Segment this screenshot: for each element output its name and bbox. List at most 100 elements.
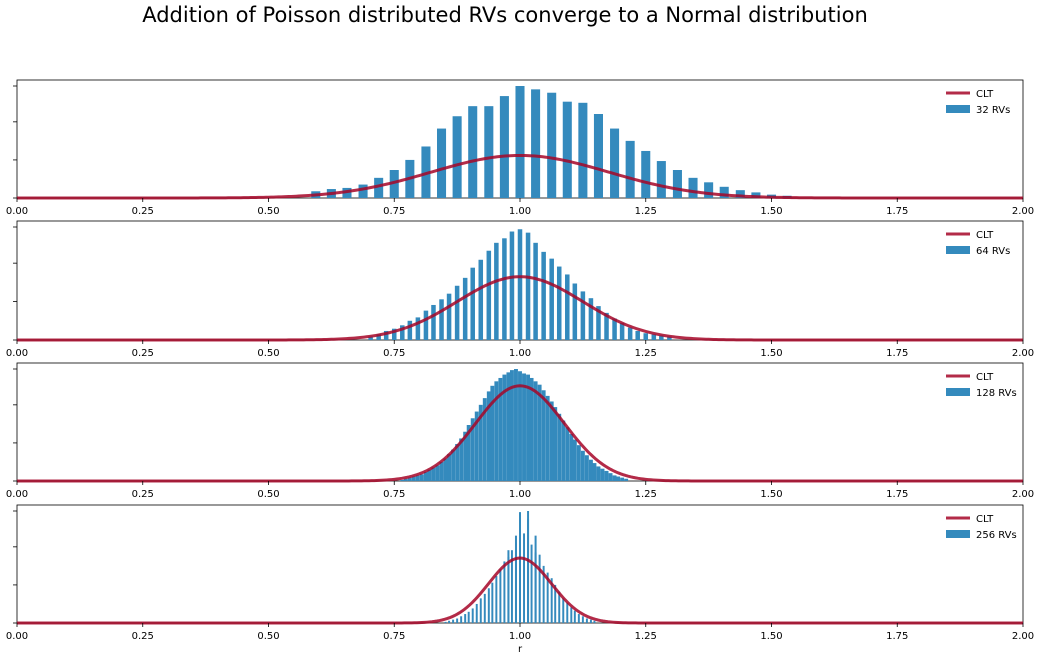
x-tick-label: 2.00	[1012, 348, 1034, 359]
histogram-bar	[419, 474, 424, 481]
histogram-bar	[565, 427, 570, 481]
histogram-bar	[529, 377, 534, 481]
histogram-bar	[533, 381, 538, 481]
histogram-bar	[604, 470, 609, 481]
histogram-bar	[400, 479, 405, 481]
histogram-bar	[494, 381, 499, 481]
histogram-bar	[550, 578, 553, 623]
legend-bar-swatch	[946, 246, 970, 254]
histogram-bar	[452, 116, 462, 198]
legend-label: 32 RVs	[976, 105, 1010, 116]
histogram-bar	[506, 372, 511, 481]
x-tick-label: 2.00	[1012, 631, 1034, 642]
histogram-bar	[565, 274, 570, 340]
histogram-bar	[487, 588, 490, 623]
histogram-bar	[643, 333, 649, 340]
histogram-bar	[478, 259, 484, 340]
histogram-bar	[557, 413, 562, 481]
histogram-bar	[503, 561, 506, 623]
x-tick-label: 0.50	[257, 631, 279, 642]
x-tick-label: 1.75	[886, 489, 908, 500]
x-axis-label: r	[518, 644, 523, 655]
histogram-bar	[452, 619, 455, 623]
histogram-bar	[498, 377, 503, 481]
clt-curve	[17, 384, 1023, 483]
x-tick-label: 1.25	[635, 206, 657, 217]
clt-curve	[17, 556, 1023, 625]
histogram-bar	[546, 572, 549, 623]
x-tick-label: 1.50	[760, 206, 782, 217]
x-tick-label: 1.50	[760, 348, 782, 359]
histogram-bar	[533, 242, 538, 340]
histogram-bar	[446, 293, 452, 340]
histogram-bar	[656, 161, 666, 198]
clt-curve	[17, 275, 1023, 342]
histogram-bar	[459, 438, 464, 481]
x-tick-label: 1.50	[760, 631, 782, 642]
histogram-bar	[608, 473, 613, 481]
histogram-bar	[462, 277, 468, 340]
legend: CLT 256 RVs	[946, 514, 1017, 541]
histogram-bar	[593, 620, 596, 623]
histogram-bar	[569, 433, 574, 481]
histogram-bar	[376, 334, 381, 340]
histogram-bar	[447, 454, 452, 481]
histogram-bar	[588, 459, 593, 481]
histogram-bar	[407, 477, 412, 481]
x-tick-label: 0.50	[257, 348, 279, 359]
histogram-bar	[448, 620, 451, 623]
histogram-bar	[509, 231, 515, 340]
legend: CLT 128 RVs	[946, 372, 1017, 399]
histogram-bar	[486, 391, 491, 481]
histogram-bar	[667, 336, 672, 340]
histogram-bar	[518, 371, 522, 481]
histogram-bar	[538, 554, 541, 623]
legend-label: 256 RVs	[976, 530, 1017, 541]
histogram-bar	[389, 170, 399, 198]
histogram-bar	[620, 477, 625, 481]
histogram-bar	[383, 330, 389, 340]
histogram-bar	[659, 335, 664, 340]
histogram-spike	[534, 535, 537, 623]
histogram-bar	[411, 476, 416, 481]
histogram-bar	[467, 611, 470, 623]
histogram-bar	[600, 468, 605, 481]
x-tick-label: 0.25	[132, 206, 154, 217]
histogram-bar	[494, 242, 499, 340]
histogram-bar	[368, 336, 373, 340]
histogram-bar	[566, 602, 569, 623]
histogram-spike	[527, 511, 530, 623]
histogram-bar	[502, 238, 507, 340]
histogram-bar	[478, 404, 483, 481]
histogram-bar	[509, 370, 514, 481]
histogram-bar	[427, 469, 432, 481]
legend-label: CLT	[976, 230, 994, 241]
histogram-bar	[415, 317, 421, 340]
x-tick-label: 1.75	[886, 348, 908, 359]
subplot-2: 0.00 0.25 0.50 0.75 1.00 1.25 1.50 1.75 2.00 CLT 6…	[6, 220, 1034, 359]
legend-label: CLT	[976, 372, 994, 383]
histogram-bar	[454, 285, 460, 340]
histogram-bar	[525, 232, 531, 340]
x-tick-label: 0.75	[383, 631, 405, 642]
subplot-4: 0.00 0.25 0.50 0.75 1.00 1.25 1.50 1.75 2.00 r CLT…	[6, 504, 1034, 655]
histogram-bar	[470, 418, 475, 481]
histogram-bar	[482, 398, 487, 481]
histogram-bar	[471, 608, 474, 623]
histogram-bar	[578, 102, 588, 198]
histogram-bar	[572, 439, 577, 481]
histogram-bar	[589, 619, 592, 623]
histogram-bar	[577, 614, 580, 623]
x-tick-label: 1.00	[509, 348, 531, 359]
histogram-bar	[625, 140, 635, 198]
x-tick-label: 0.00	[6, 206, 28, 217]
x-tick-label: 1.00	[509, 206, 531, 217]
x-tick-label: 1.50	[760, 489, 782, 500]
histogram-bar	[610, 128, 620, 198]
histogram-bar	[483, 593, 486, 623]
clt-curve	[17, 153, 1023, 200]
subplot-1: 0.00 0.25 0.50 0.75 1.00 1.25 1.50 1.75 2.00 CLT 3…	[6, 79, 1034, 217]
histogram-bar	[531, 89, 541, 198]
x-tick-label: 0.00	[6, 631, 28, 642]
histogram-bar	[556, 266, 562, 340]
